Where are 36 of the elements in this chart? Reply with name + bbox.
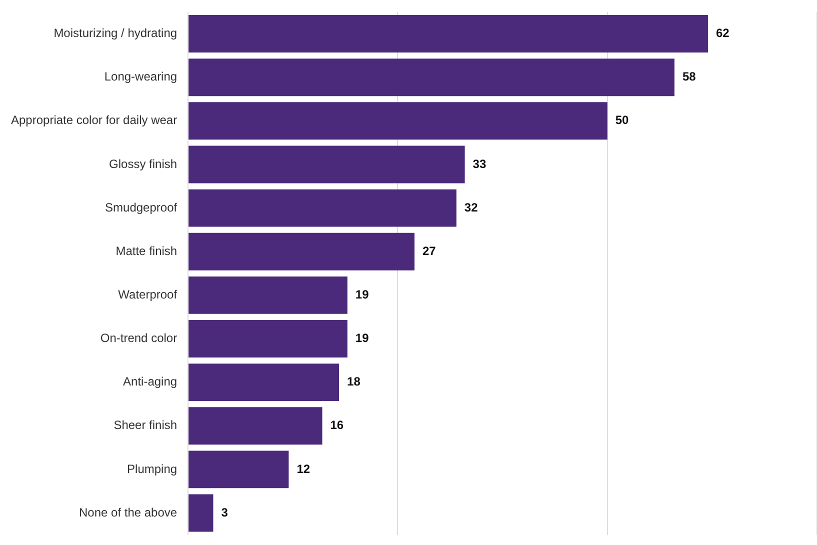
y-tick-label: Sheer finish <box>114 418 178 432</box>
y-tick-label: Waterproof <box>118 287 178 302</box>
data-label: 27 <box>422 244 436 258</box>
bar <box>188 58 674 96</box>
bar <box>188 232 414 270</box>
bar <box>188 189 456 227</box>
y-tick-label: Glossy finish <box>109 156 178 171</box>
bar <box>188 15 708 53</box>
data-label: 19 <box>355 287 370 302</box>
data-label: 12 <box>296 462 310 476</box>
bar <box>188 407 322 445</box>
data-label: 62 <box>716 26 730 40</box>
bar <box>188 102 608 140</box>
y-tick-label: On-trend color <box>100 331 178 346</box>
y-tick-label: Moisturizing / hydrating <box>54 26 178 40</box>
bar <box>188 494 214 532</box>
bar <box>188 320 348 358</box>
data-label: 32 <box>464 200 478 214</box>
data-label: 33 <box>472 156 486 171</box>
y-tick-label: Anti-aging <box>123 374 178 389</box>
y-tick-label: Smudgeproof <box>105 200 178 214</box>
data-label: 3 <box>221 505 228 520</box>
data-label: 18 <box>347 374 361 389</box>
y-tick-label: Plumping <box>127 462 178 476</box>
bar <box>188 276 348 314</box>
bar <box>188 450 289 488</box>
bar <box>188 364 340 402</box>
y-tick-label: Matte finish <box>116 244 178 258</box>
bar <box>188 146 465 184</box>
data-label: 50 <box>615 113 630 128</box>
data-label: 58 <box>682 70 696 84</box>
y-tick-label: Appropriate color for daily wear <box>11 113 178 128</box>
data-label: 19 <box>355 331 370 346</box>
y-tick-label: None of the above <box>79 505 178 520</box>
y-tick-label: Long-wearing <box>104 70 178 84</box>
data-label: 16 <box>330 418 344 432</box>
